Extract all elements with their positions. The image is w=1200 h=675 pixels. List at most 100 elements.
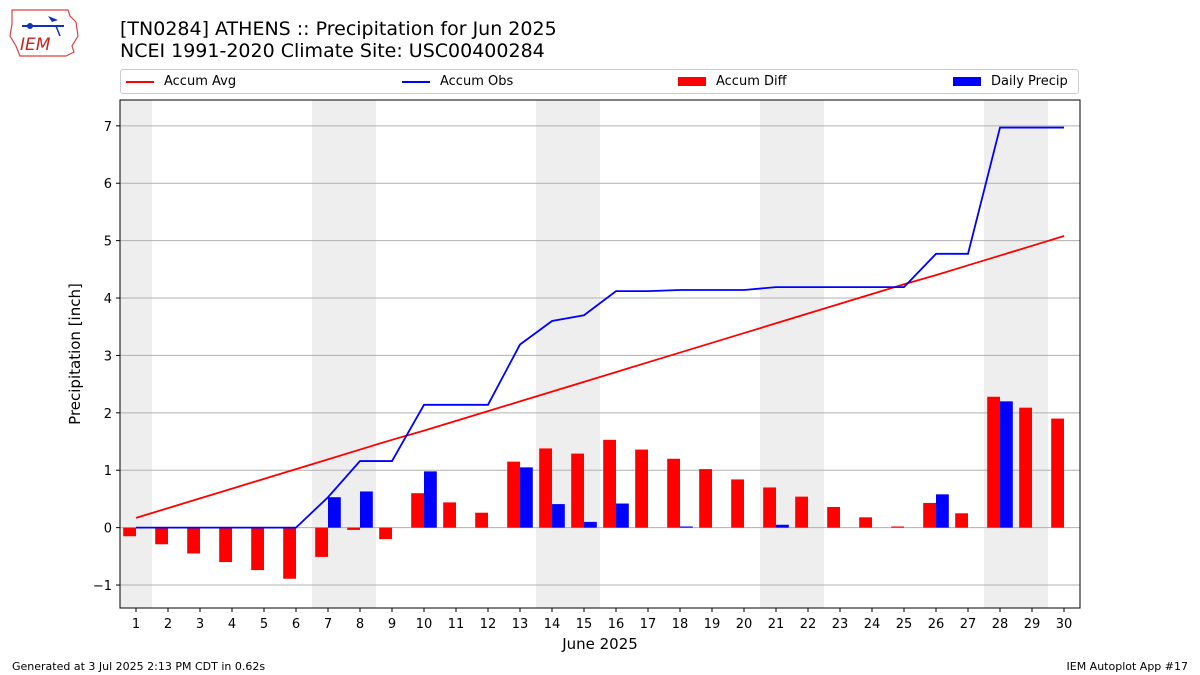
accum-diff-bar-day-17 [635,449,648,528]
accum-diff-bar-day-11 [443,502,456,528]
daily-precip-bar-day-28 [1000,401,1013,528]
x-tick-label: 9 [388,617,396,632]
accum-diff-bar-day-7 [315,527,328,557]
x-tick-label: 7 [324,617,332,632]
accum-diff-bar-day-13 [507,461,520,528]
x-tick-label: 16 [608,617,625,632]
x-tick-label: 13 [512,617,529,632]
footer-app-label: IEM Autoplot App #17 [1066,660,1189,673]
x-tick-label: 3 [196,617,204,632]
accum-diff-bar-day-10 [411,493,424,528]
accum-diff-bar-day-1 [123,527,136,537]
accum-diff-bar-day-27 [955,513,968,528]
x-tick-label: 14 [544,617,561,632]
daily-precip-bar-day-10 [424,471,437,528]
accum-diff-bar-day-3 [187,527,200,554]
accum-diff-bar-day-2 [155,527,168,545]
legend-label: Accum Obs [440,74,514,89]
accum-diff-bar-day-18 [667,458,680,528]
weekend-shade-day-8 [344,100,376,608]
y-tick-label: 6 [104,177,112,192]
x-tick-label: 15 [576,617,593,632]
accum-diff-bar-day-24 [859,517,872,528]
y-tick-label: 2 [104,407,112,422]
legend-label: Daily Precip [991,74,1068,89]
daily-precip-bar-day-26 [936,494,949,528]
y-tick-label: −1 [93,579,112,594]
y-tick-label: 3 [104,349,112,364]
legend-item-accum-avg: Accum Avg [126,70,236,93]
legend-line-blue-icon [402,80,430,83]
y-tick-label: 4 [104,292,112,307]
x-tick-label: 22 [800,617,817,632]
accum-diff-bar-day-8 [347,527,360,530]
daily-precip-bar-day-21 [776,524,789,528]
accum-diff-bar-day-6 [283,527,296,579]
accum-diff-bar-day-9 [379,527,392,540]
x-tick-label: 27 [960,617,977,632]
accum-diff-bar-day-15 [571,453,584,528]
weekend-shade-day-15 [568,100,600,608]
x-tick-label: 30 [1056,617,1073,632]
accum-diff-bar-day-29 [1019,407,1032,528]
legend-label: Accum Diff [716,74,787,89]
legend: Accum Avg Accum Obs Accum Diff Daily Pre… [120,69,1079,94]
legend-item-accum-diff: Accum Diff [678,70,787,93]
x-tick-label: 28 [992,617,1009,632]
y-tick-label: 1 [104,464,112,479]
accum-diff-bar-day-20 [731,479,744,528]
daily-precip-bar-day-7 [328,497,341,528]
x-tick-label: 1 [132,617,140,632]
daily-precip-bar-day-8 [360,491,373,528]
legend-item-daily-precip: Daily Precip [953,70,1068,93]
weekend-shade-day-1 [120,100,152,608]
x-tick-label: 20 [736,617,753,632]
x-tick-label: 2 [164,617,172,632]
accum-diff-bar-day-14 [539,448,552,528]
x-tick-label: 8 [356,617,364,632]
y-tick-label: 7 [104,120,112,135]
accum-diff-bar-day-19 [699,469,712,528]
accum-diff-bar-day-21 [763,487,776,528]
legend-line-red-icon [126,80,154,83]
daily-precip-bar-day-16 [616,503,629,528]
chart-subtitle: NCEI 1991-2020 Climate Site: USC00400284 [120,40,545,62]
x-tick-label: 24 [864,617,881,632]
legend-label: Accum Avg [164,74,237,89]
legend-patch-blue-icon [953,77,981,86]
x-tick-label: 26 [928,617,945,632]
daily-precip-bar-day-15 [584,521,597,528]
x-tick-label: 10 [416,617,433,632]
accum-diff-bar-day-26 [923,502,936,528]
x-tick-label: 5 [260,617,268,632]
daily-precip-bar-day-18 [680,526,693,528]
accum-diff-bar-day-30 [1051,418,1064,528]
x-tick-label: 29 [1024,617,1041,632]
x-tick-label: 21 [768,617,785,632]
accum-diff-bar-day-23 [827,506,840,528]
x-axis-label: June 2025 [561,635,638,653]
weekend-shade-day-29 [1016,100,1048,608]
weekend-shade-day-28 [984,100,1016,608]
weekend-shade-day-21 [760,100,792,608]
chart-title: [TN0284] ATHENS :: Precipitation for Jun… [120,18,557,40]
x-tick-label: 25 [896,617,913,632]
y-axis-label: Precipitation [inch] [66,283,84,425]
plot-frame [119,99,1081,609]
weekend-shade-day-14 [536,100,568,608]
accum-diff-bar-day-5 [251,527,264,571]
x-tick-label: 23 [832,617,849,632]
daily-precip-bar-day-14 [552,504,565,528]
legend-item-accum-obs: Accum Obs [402,70,513,93]
accum-diff-bar-day-4 [219,527,232,563]
accum-diff-bar-day-12 [475,512,488,528]
x-tick-label: 12 [480,617,497,632]
y-tick-label: 0 [104,522,112,537]
x-tick-label: 11 [448,617,465,632]
x-tick-label: 18 [672,617,689,632]
accum-diff-bar-day-22 [795,496,808,528]
accum-diff-bar-day-16 [603,439,616,528]
weekend-shade-day-22 [792,100,824,608]
x-tick-label: 6 [292,617,300,632]
